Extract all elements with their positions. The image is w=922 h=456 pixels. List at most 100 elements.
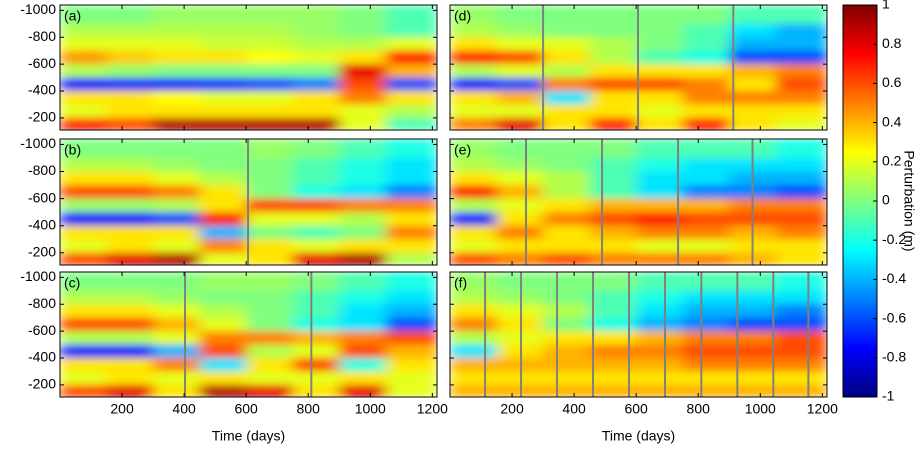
cell (543, 23, 591, 38)
cell (292, 358, 340, 372)
cell (385, 91, 437, 105)
cell (450, 239, 498, 254)
cell (682, 77, 730, 92)
colorbar-tick-label: 0 (882, 192, 890, 208)
cell (339, 117, 387, 130)
cell (385, 104, 437, 119)
cell (385, 198, 437, 213)
cell (246, 5, 294, 25)
cell (636, 23, 684, 38)
cell (385, 5, 437, 25)
cell (153, 171, 201, 186)
cell (292, 272, 340, 292)
cell (199, 50, 247, 65)
cell (682, 91, 730, 105)
cell (682, 5, 730, 25)
cell (246, 185, 294, 200)
cell (385, 117, 437, 130)
cell (106, 77, 154, 92)
colorbar-tick-label: -0.8 (882, 349, 906, 365)
cell (385, 384, 437, 397)
x-tick-label: 800 (297, 401, 321, 417)
cell (450, 185, 498, 200)
cell (636, 384, 684, 397)
cell (775, 317, 827, 332)
colorbar-tick-label: 0.6 (882, 74, 902, 90)
x-tick-label: 1200 (807, 401, 838, 417)
cell (543, 91, 591, 105)
cell (199, 139, 247, 159)
cell (385, 344, 437, 359)
cell (339, 104, 387, 119)
cell (246, 117, 294, 130)
cell (199, 239, 247, 254)
cell (682, 198, 730, 213)
cell (106, 139, 154, 159)
cell (153, 358, 201, 372)
colorbar-tick-label: 0.8 (882, 35, 902, 51)
x-axis-title: Time (days) (212, 428, 285, 444)
cell (729, 358, 777, 372)
y-tick-label: -1000 (20, 1, 56, 17)
cell (106, 225, 154, 240)
heatmap (450, 139, 827, 265)
cell (339, 212, 387, 227)
panel-label: (d) (454, 8, 471, 24)
cell (729, 331, 777, 346)
cell (106, 104, 154, 119)
cell (636, 139, 684, 159)
cell (153, 272, 201, 292)
cell (385, 304, 437, 319)
x-tick-label: 200 (110, 401, 134, 417)
cell (636, 198, 684, 213)
cell (775, 331, 827, 346)
cell (775, 252, 827, 265)
cell (450, 5, 498, 25)
cell (450, 358, 498, 372)
cell (682, 239, 730, 254)
cell (589, 331, 637, 346)
cell (153, 185, 201, 200)
cell (682, 358, 730, 372)
cell (496, 185, 544, 200)
panel-frame (449, 271, 828, 398)
cell (292, 91, 340, 105)
cell (153, 304, 201, 319)
cell (450, 91, 498, 105)
cell (292, 317, 340, 332)
panel-label: (a) (64, 8, 81, 24)
cell (385, 77, 437, 92)
cell (339, 290, 387, 305)
cell (636, 5, 684, 25)
cell (496, 91, 544, 105)
cell (106, 344, 154, 359)
cell (246, 139, 294, 159)
cell (450, 104, 498, 119)
cell (775, 384, 827, 397)
cell (589, 117, 637, 130)
cell (339, 171, 387, 186)
cell (589, 171, 637, 186)
cell (153, 157, 201, 173)
cell (543, 64, 591, 79)
cell (636, 212, 684, 227)
cell (292, 384, 340, 397)
x-tick-label: 1200 (417, 401, 448, 417)
cell (106, 50, 154, 65)
cell (246, 331, 294, 346)
cell (496, 225, 544, 240)
cell (246, 344, 294, 359)
cell (60, 185, 108, 200)
cell (385, 331, 437, 346)
cell (153, 50, 201, 65)
cell (682, 50, 730, 65)
cell (153, 104, 201, 119)
cell (589, 104, 637, 119)
cell (339, 331, 387, 346)
cell (292, 371, 340, 386)
cell (543, 104, 591, 119)
cell (589, 198, 637, 213)
cell (60, 304, 108, 319)
cell (682, 252, 730, 265)
cell (775, 358, 827, 372)
